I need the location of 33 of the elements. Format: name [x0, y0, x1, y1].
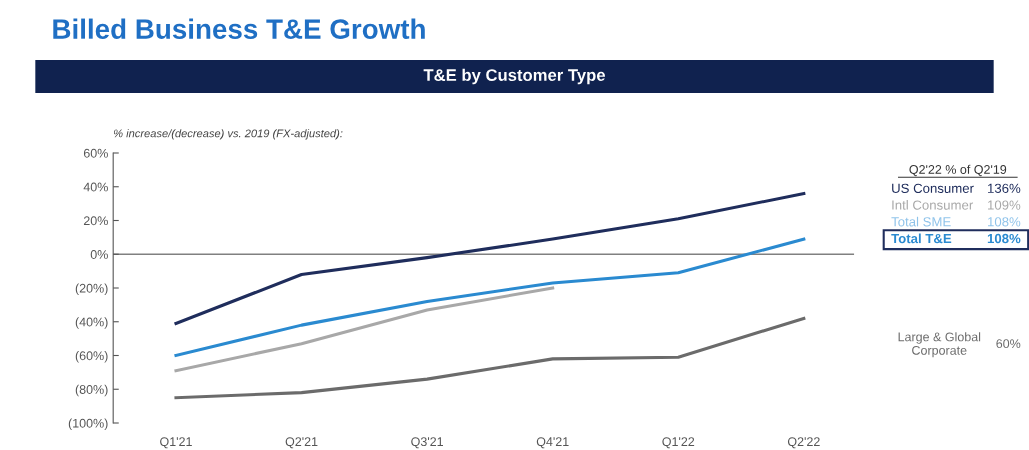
chart-title: Billed Business T&E Growth	[53, 18, 425, 39]
y-tick-label: 0%	[90, 250, 108, 259]
y-tick-label: (60%)	[75, 350, 108, 363]
text: 108%	[987, 233, 1021, 244]
text: % increase/(decrease) vs. 2019 (FX-adjusted):	[113, 129, 343, 140]
x-tick-label: Q2'22	[787, 437, 820, 449]
line-series	[174, 191, 806, 325]
y-tick-label: (80%)	[75, 384, 108, 397]
text: Intl Consumer	[892, 200, 974, 210]
x-tick-label: Q4'21	[536, 437, 569, 449]
y-tick-label: 20%	[83, 216, 108, 226]
text: 109%	[988, 200, 1021, 210]
line-series	[174, 237, 806, 358]
text: Total T&E	[891, 233, 952, 244]
x-tick-label: Q1'21	[160, 437, 192, 449]
legend-title: Q2'22 % of Q2'19	[909, 164, 1007, 177]
y-tick-label: (40%)	[75, 317, 108, 329]
text: 108%	[988, 217, 1021, 227]
y-tick-label: (100%)	[68, 418, 108, 431]
y-tick-label: (20%)	[75, 283, 108, 296]
text: US Consumer	[892, 183, 974, 193]
y-tick-label: 60%	[83, 148, 108, 158]
y-tick-label: 40%	[83, 182, 108, 192]
legend-label: Total SME	[891, 216, 951, 227]
x-tick-label: Q2'21	[285, 437, 318, 449]
text: Large & Global Corporate	[898, 332, 981, 358]
text: 60%	[996, 339, 1021, 349]
chart-subtitle: T&E by Customer Type	[423, 68, 605, 85]
line-series	[174, 286, 555, 373]
line-series	[174, 316, 806, 400]
x-tick-label: Q3'21	[411, 437, 443, 449]
text: 136%	[988, 183, 1021, 193]
x-tick-label: Q1'22	[662, 437, 695, 449]
